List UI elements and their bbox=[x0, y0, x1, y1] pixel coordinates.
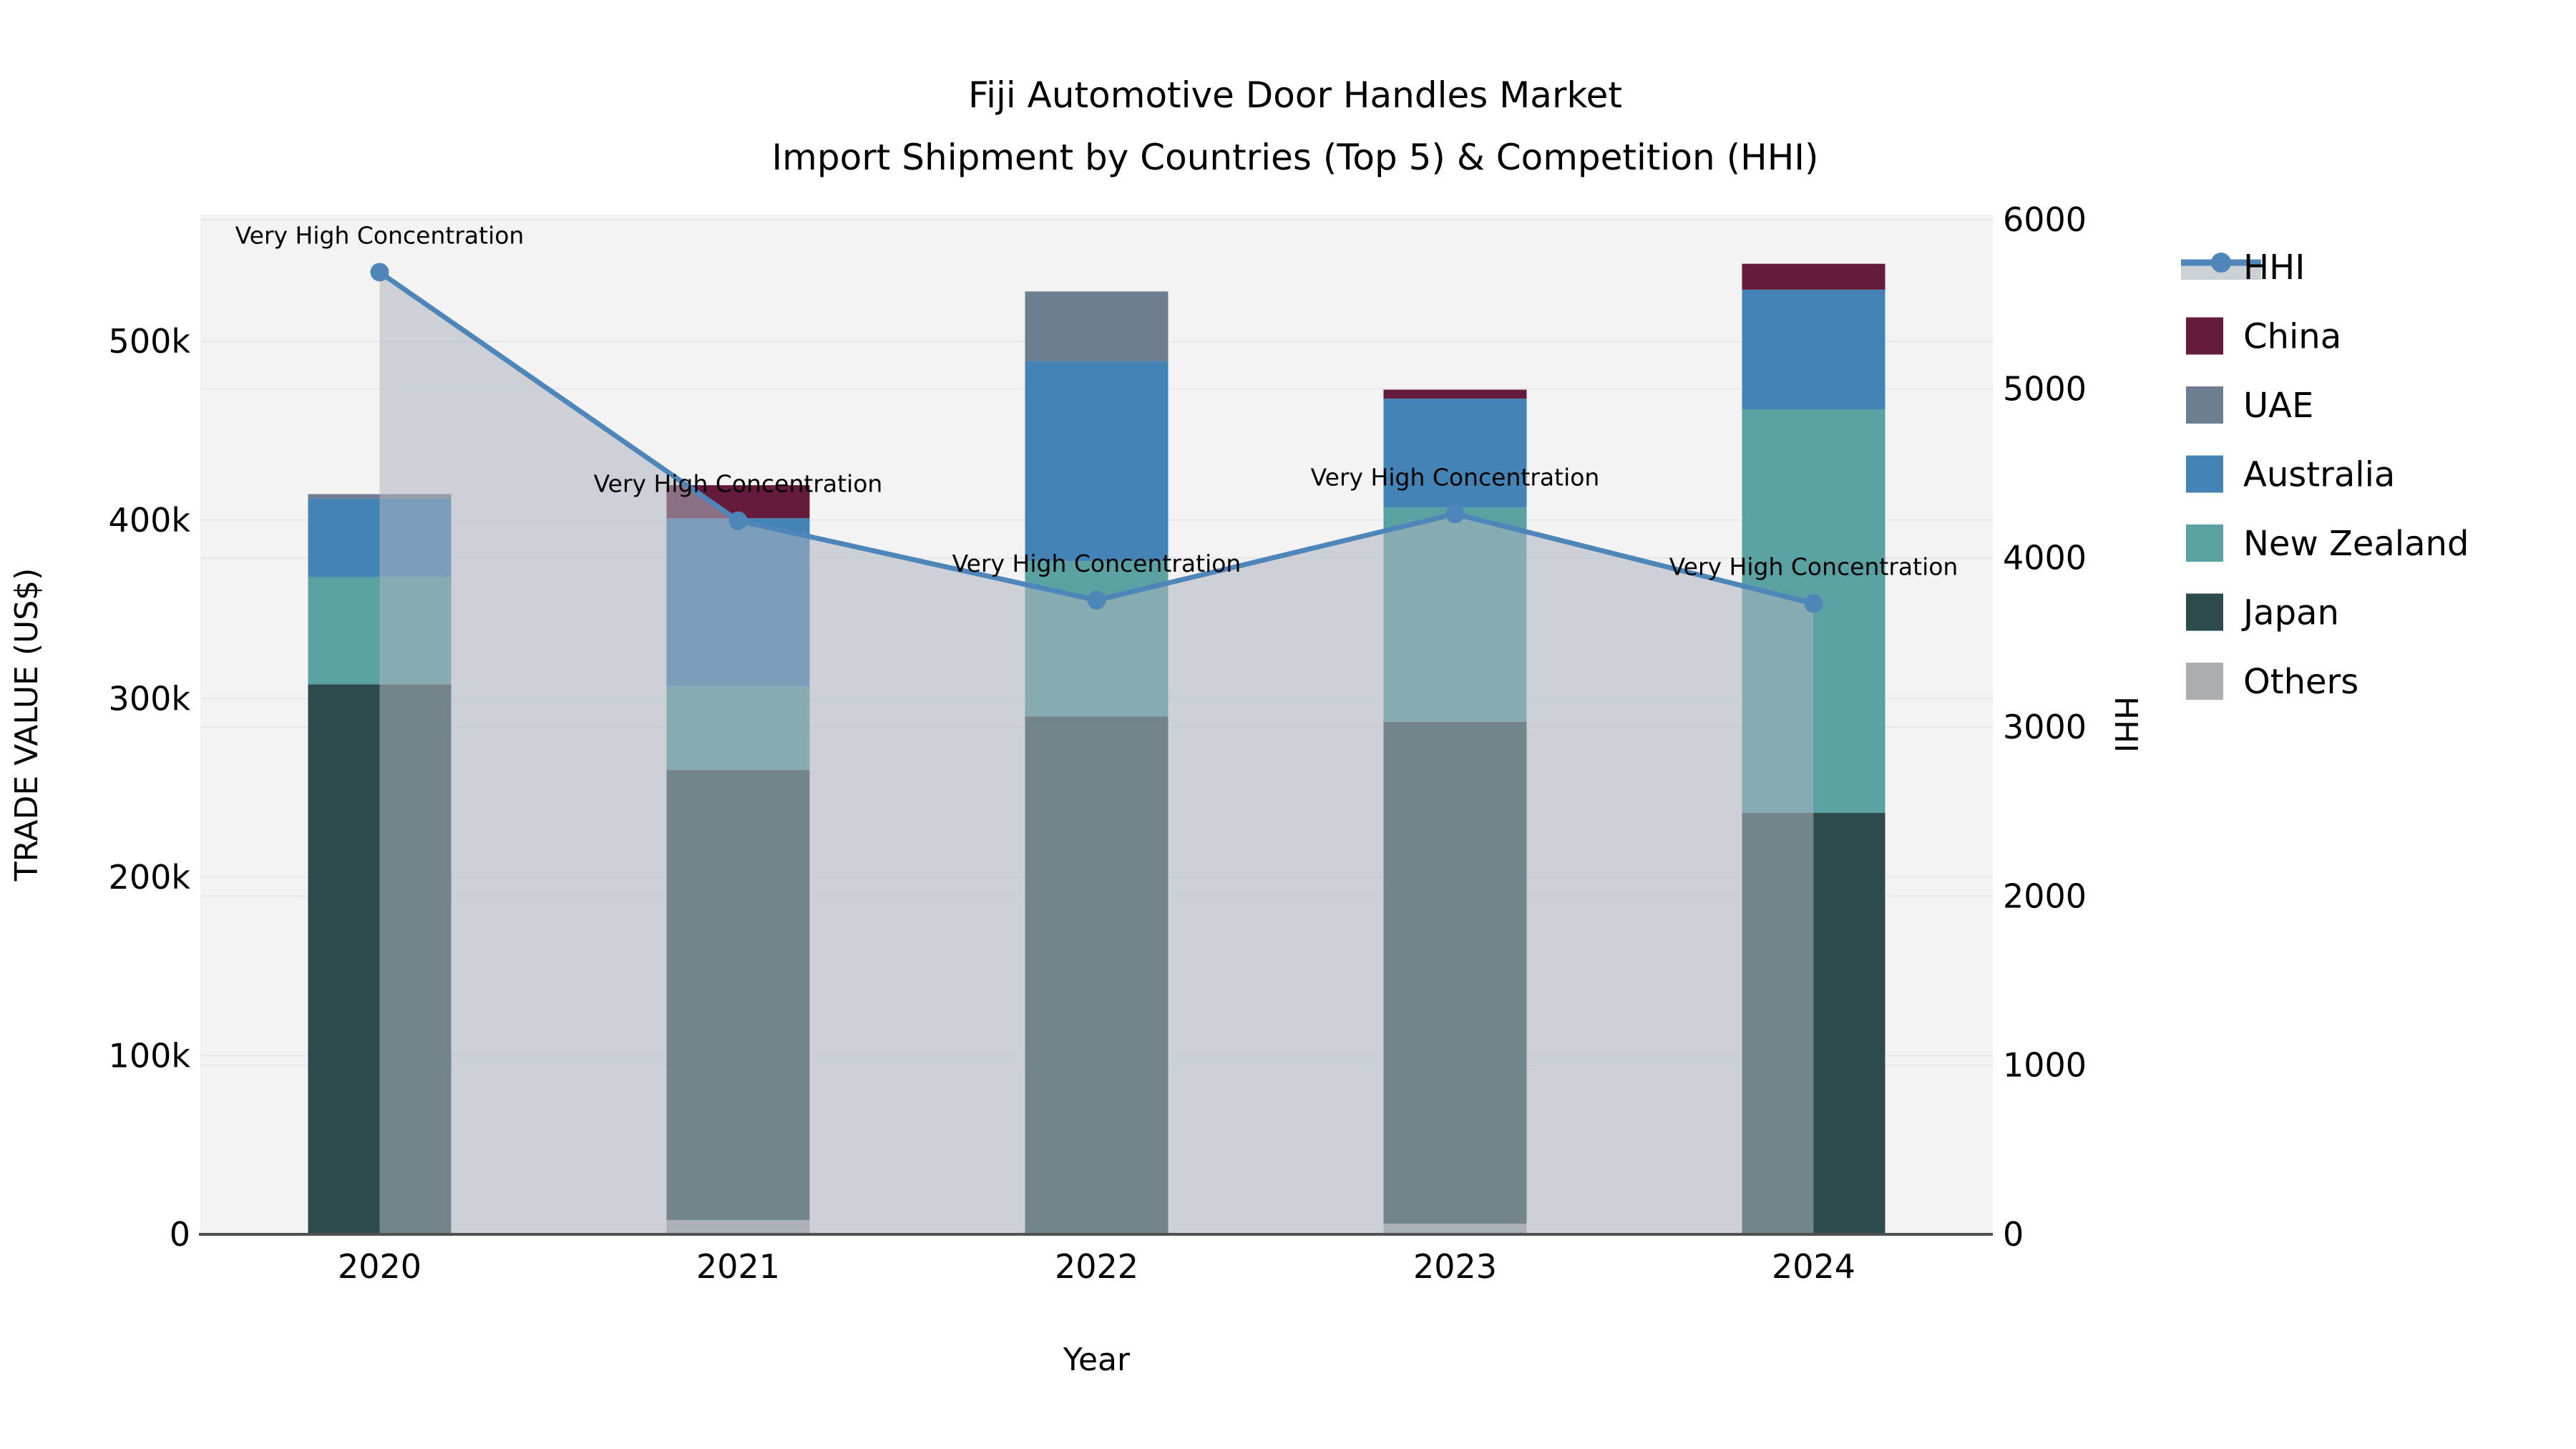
legend-item-uae: UAE bbox=[2186, 386, 2313, 426]
y-left-tick-200k: 200k bbox=[109, 858, 191, 897]
bar-segment-australia-2022 bbox=[1025, 361, 1169, 562]
annotation-2020: Very High Concentration bbox=[235, 221, 525, 249]
legend-label-others: Others bbox=[2243, 662, 2358, 702]
legend-item-hhi: HHI bbox=[2181, 248, 2305, 288]
legend-label-china: China bbox=[2243, 317, 2341, 357]
hhi-marker-2022 bbox=[1087, 590, 1106, 610]
chart-title-line2: Import Shipment by Countries (Top 5) & C… bbox=[771, 137, 1818, 178]
legend-item-new-zealand: New Zealand bbox=[2186, 524, 2469, 564]
legend-label-uae: UAE bbox=[2243, 386, 2313, 426]
annotation-2023: Very High Concentration bbox=[1311, 463, 1600, 491]
legend-swatch-uae bbox=[2186, 386, 2223, 424]
y-left-tick-0: 0 bbox=[170, 1215, 190, 1254]
x-tick-2020: 2020 bbox=[338, 1247, 421, 1286]
bar-segment-australia-2023 bbox=[1383, 399, 1527, 508]
hhi-marker-2020 bbox=[370, 263, 389, 282]
bar-segment-australia-2024 bbox=[1742, 289, 1885, 410]
bar-segment-china-2023 bbox=[1383, 389, 1527, 399]
legend-swatch-japan bbox=[2186, 593, 2223, 631]
x-tick-2024: 2024 bbox=[1772, 1247, 1855, 1286]
y-right-tick-5000: 5000 bbox=[2003, 369, 2087, 408]
legend: HHI China UAE Australia New Zealand Japan Othe… bbox=[2181, 248, 2469, 702]
bar-segment-china-2024 bbox=[1742, 263, 1885, 290]
y-right-tick-2000: 2000 bbox=[2003, 877, 2087, 915]
bar-segment-uae-2022 bbox=[1025, 291, 1169, 361]
y-right-tick-3000: 3000 bbox=[2003, 708, 2087, 746]
hhi-area-fill bbox=[379, 272, 1814, 1234]
hhi-marker-2021 bbox=[728, 511, 748, 530]
legend-item-australia: Australia bbox=[2186, 455, 2395, 495]
y-left-tick-300k: 300k bbox=[109, 679, 191, 718]
legend-hhi-marker-sample bbox=[2211, 253, 2231, 273]
x-tick-2022: 2022 bbox=[1055, 1247, 1138, 1286]
legend-label-australia: Australia bbox=[2243, 455, 2395, 495]
legend-swatch-australia bbox=[2186, 455, 2223, 493]
legend-item-china: China bbox=[2186, 317, 2341, 357]
legend-item-japan: Japan bbox=[2186, 593, 2339, 633]
y-right-tick-0: 0 bbox=[2003, 1215, 2024, 1254]
y-right-tick-1000: 1000 bbox=[2003, 1046, 2087, 1085]
legend-swatch-new-zealand bbox=[2186, 525, 2223, 562]
y-right-tick-4000: 4000 bbox=[2003, 539, 2087, 577]
y-right-tick-6000: 6000 bbox=[2003, 200, 2087, 239]
y-left-tick-400k: 400k bbox=[109, 501, 191, 540]
legend-label-new-zealand: New Zealand bbox=[2243, 524, 2469, 564]
hhi-marker-2024 bbox=[1804, 594, 1823, 613]
y-left-tick-100k: 100k bbox=[109, 1036, 191, 1075]
x-axis-title: Year bbox=[1063, 1342, 1131, 1378]
x-tick-2021: 2021 bbox=[696, 1247, 780, 1286]
annotation-2024: Very High Concentration bbox=[1669, 553, 1958, 581]
x-tick-2023: 2023 bbox=[1413, 1247, 1497, 1286]
annotation-2021: Very High Concentration bbox=[594, 470, 883, 498]
y-axis-title-right: HHI bbox=[2107, 696, 2144, 753]
y-axis-title-left: TRADE VALUE (US$) bbox=[9, 568, 45, 882]
legend-label-hhi: HHI bbox=[2243, 248, 2305, 288]
legend-swatch-china bbox=[2186, 317, 2223, 355]
legend-item-others: Others bbox=[2186, 662, 2358, 702]
hhi-marker-2023 bbox=[1445, 504, 1465, 524]
y-left-tick-500k: 500k bbox=[109, 322, 191, 361]
legend-swatch-others bbox=[2186, 663, 2223, 700]
annotation-2022: Very High Concentration bbox=[952, 550, 1241, 577]
chart-title-line1: Fiji Automotive Door Handles Market bbox=[968, 74, 1622, 116]
legend-label-japan: Japan bbox=[2241, 593, 2339, 633]
